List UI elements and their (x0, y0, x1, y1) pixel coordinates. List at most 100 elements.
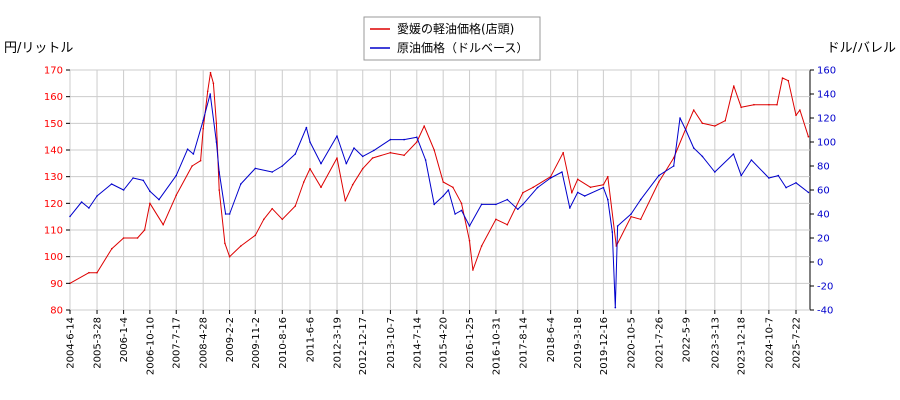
series-1-point (679, 117, 681, 119)
grid (69, 69, 810, 311)
series-0-point (122, 237, 125, 239)
series-1-point (460, 209, 463, 212)
series-0-point (191, 165, 193, 167)
series-1-point (142, 179, 145, 182)
x-tick-label: 2021-7-26 (654, 317, 665, 369)
right-tick-label: 40 (817, 210, 830, 221)
series-1-point (424, 159, 427, 161)
series-0-point (795, 114, 797, 117)
x-tick-label: 2008-4-28 (199, 317, 210, 369)
series-0-point (136, 237, 139, 239)
series-0-point (692, 109, 695, 111)
series-1-point (692, 147, 695, 149)
series-0-point (309, 167, 311, 170)
left-tick-label: 150 (44, 119, 63, 130)
right-tick-label: 0 (817, 258, 823, 269)
series-1-point (416, 136, 418, 138)
legend: 愛媛の軽油価格(店頭) 原油価格（ドルベース） (363, 16, 541, 61)
series-0-point (202, 127, 204, 130)
series-1-point (69, 215, 71, 218)
series-0-point (442, 181, 445, 183)
series-1-point (740, 174, 742, 177)
series-0-point (88, 271, 90, 274)
legend-box (363, 16, 541, 61)
series-1-point (561, 171, 563, 173)
right-tick-label: -40 (817, 306, 833, 317)
series-0-point (143, 229, 146, 231)
x-tick-label: 2023-3-13 (710, 317, 721, 369)
series-0-point (714, 125, 716, 127)
series-0-point (672, 157, 675, 159)
x-tick-label: 2016-1-25 (465, 317, 476, 369)
series-0-point (263, 218, 265, 221)
series-1-point (373, 149, 375, 152)
series-0-point (787, 79, 790, 82)
series-1-point (714, 171, 716, 173)
right-tick-label: -20 (817, 282, 833, 293)
series-0-point (320, 186, 322, 189)
x-tick-label: 2023-12-18 (737, 317, 748, 375)
series-1-point (271, 171, 274, 173)
left-tick-label: 120 (44, 199, 63, 210)
series-1-point (122, 189, 125, 191)
right-axis-title: ドル/バレル (827, 41, 896, 56)
series-1-point (320, 162, 322, 165)
x-tick-label: 2007-7-17 (172, 317, 183, 369)
series-0-point (740, 106, 742, 109)
x-tick-label: 2020-10-5 (627, 317, 638, 369)
series-line-1 (69, 93, 809, 309)
x-tick-label: 2025-7-22 (792, 317, 803, 369)
series-0-point (336, 157, 338, 159)
x-tick-label: 2006-1-4 (119, 317, 130, 362)
series-0-point (480, 245, 483, 247)
series-1-point (777, 174, 780, 177)
series-0-point (111, 247, 113, 250)
series-0-point (162, 223, 164, 226)
series-0-point (658, 181, 660, 183)
x-tick-label: 2009-11-2 (251, 317, 262, 369)
series-0-point (351, 183, 354, 186)
series-1-point (576, 191, 579, 194)
series-0-point (522, 191, 524, 194)
series-0-point (389, 151, 392, 154)
series-0-point (549, 175, 552, 178)
x-tick-label: 2013-10-7 (386, 317, 397, 369)
right-tick-label: 60 (817, 186, 830, 197)
series-1-point (281, 165, 284, 167)
series-1-point (309, 141, 311, 143)
series-0-point (224, 242, 226, 245)
series-0-point (776, 103, 778, 106)
series-0-point (371, 157, 374, 159)
series-0-point (701, 122, 704, 125)
series-0-point (571, 191, 573, 194)
series-1-point (80, 201, 83, 203)
series-1-point (672, 165, 675, 167)
series-0-point (768, 103, 770, 106)
series-0-point (562, 151, 564, 154)
series-1-point (88, 207, 90, 209)
series-0-point (468, 239, 471, 242)
x-tick-label: 2004-6-14 (66, 317, 77, 369)
series-0-point (433, 149, 436, 151)
left-tick-label: 170 (44, 66, 63, 77)
left-axis-title: 円/リットル (4, 41, 73, 56)
series-0-point (303, 181, 305, 183)
series-1-point (110, 183, 113, 185)
legend-label-diesel: 愛媛の軽油価格(店頭) (397, 21, 514, 36)
series-0-point (630, 215, 632, 218)
series-0-point (589, 186, 592, 189)
series-1-point (614, 306, 617, 309)
series-1-point (583, 195, 586, 197)
series-1-point (536, 186, 539, 189)
series-0-point (602, 183, 605, 186)
series-1-point (795, 182, 797, 184)
series-1-point (132, 177, 134, 179)
series-line-0 (69, 72, 809, 284)
left-tick-label: 130 (44, 172, 63, 183)
series-1-point (517, 208, 519, 210)
series-1-point (305, 126, 308, 129)
series-1-point (209, 93, 211, 95)
series-1-point (807, 191, 810, 194)
series-1-point (215, 141, 218, 143)
